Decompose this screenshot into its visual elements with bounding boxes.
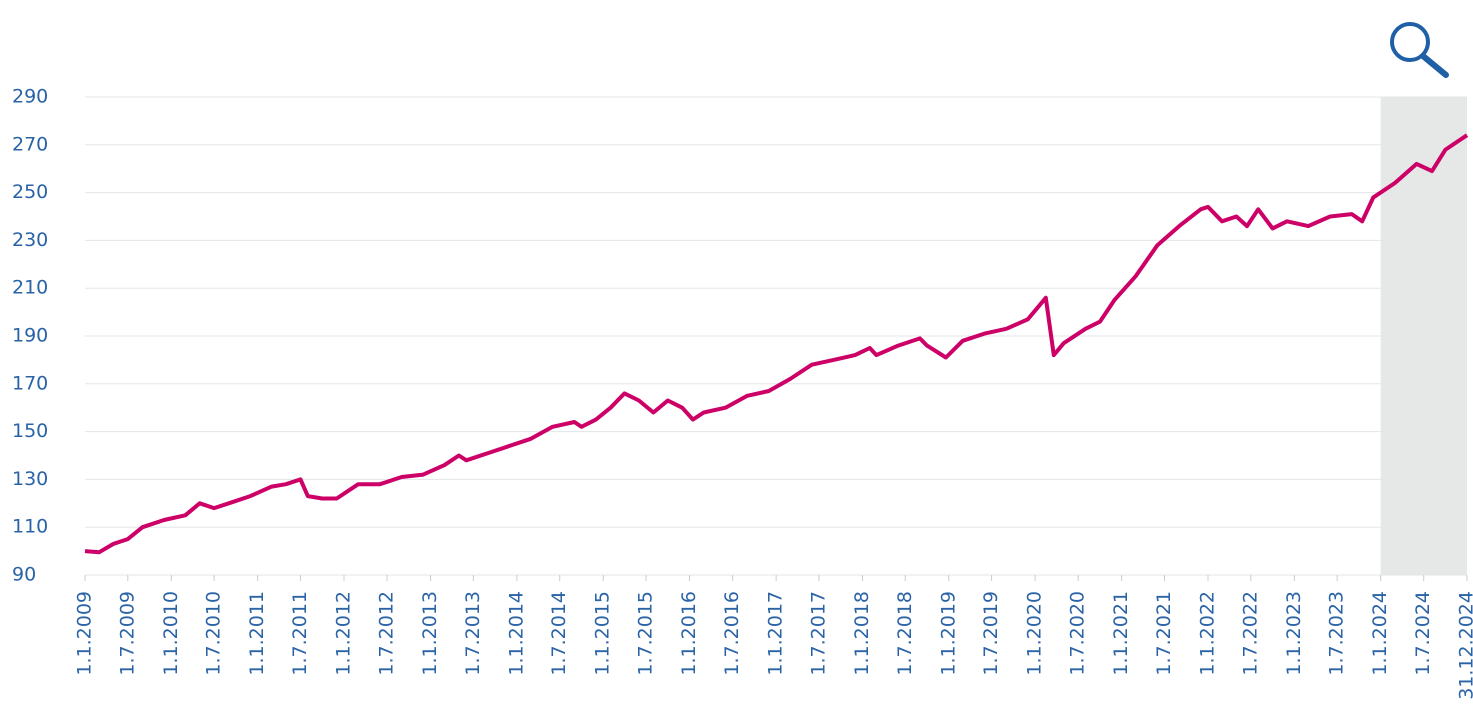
x-tick-label: 1.1.2015 — [592, 591, 614, 676]
y-tick-label: 90 — [12, 564, 36, 586]
y-tick-label: 150 — [12, 420, 48, 442]
y-tick-label: 250 — [12, 181, 48, 203]
x-tick-label: 1.7.2010 — [203, 591, 225, 676]
x-tick-label: 1.1.2016 — [678, 591, 700, 676]
x-tick-label: 1.7.2021 — [1153, 591, 1175, 676]
x-tick-label: 1.7.2024 — [1412, 591, 1434, 676]
y-tick-label: 270 — [12, 133, 48, 155]
y-tick-label: 190 — [12, 325, 48, 347]
x-tick-label: 1.1.2014 — [505, 591, 527, 676]
x-tick-label: 1.1.2013 — [419, 591, 441, 676]
x-tick-label: 1.1.2021 — [1110, 591, 1132, 676]
x-tick-label: 1.7.2011 — [289, 591, 311, 676]
x-tick-label: 1.7.2020 — [1067, 591, 1089, 676]
x-tick-label: 1.1.2024 — [1369, 591, 1391, 676]
y-tick-label: 230 — [12, 229, 48, 251]
x-tick-label: 1.1.2011 — [246, 591, 268, 676]
zoom-handle[interactable] — [1420, 53, 1449, 78]
x-tick-label: 1.1.2010 — [160, 591, 182, 676]
x-tick-label: 1.7.2015 — [635, 591, 657, 676]
x-tick-label: 1.1.2018 — [851, 591, 873, 676]
x-tick-label: 1.1.2023 — [1283, 591, 1305, 676]
x-tick-label: 1.1.2017 — [765, 591, 787, 676]
y-tick-label: 170 — [12, 372, 48, 394]
x-tick-label: 1.1.2012 — [332, 591, 354, 676]
x-tick-label: 1.7.2013 — [462, 591, 484, 676]
y-tick-label: 110 — [12, 516, 48, 538]
x-tick-label: 1.7.2009 — [116, 591, 138, 676]
x-tick-label: 1.7.2022 — [1239, 591, 1261, 676]
x-tick-label: 1.1.2022 — [1197, 591, 1219, 676]
y-tick-label: 210 — [12, 277, 48, 299]
zoom-icon[interactable] — [1390, 22, 1449, 78]
x-tick-label: 1.7.2012 — [376, 591, 398, 676]
y-tick-label: 130 — [12, 468, 48, 490]
x-tick-label: 1.7.2018 — [894, 591, 916, 676]
x-tick-label: 1.7.2014 — [548, 591, 570, 676]
x-tick-label: 1.7.2023 — [1326, 591, 1348, 676]
x-tick-label: 1.1.2020 — [1024, 591, 1046, 676]
x-tick-label: 1.7.2017 — [807, 591, 829, 676]
x-tick-label: 1.1.2009 — [74, 591, 96, 676]
x-tick-label: 1.7.2016 — [721, 591, 743, 676]
x-tick-label: 31.12.2024 — [1456, 591, 1473, 700]
plot-background — [84, 96, 1468, 581]
zoom-lens[interactable] — [1390, 22, 1430, 62]
x-tick-label: 1.1.2019 — [937, 591, 959, 676]
y-tick-label: 290 — [12, 86, 48, 108]
x-tick-label: 1.7.2019 — [980, 591, 1002, 676]
series-line — [84, 133, 1469, 555]
